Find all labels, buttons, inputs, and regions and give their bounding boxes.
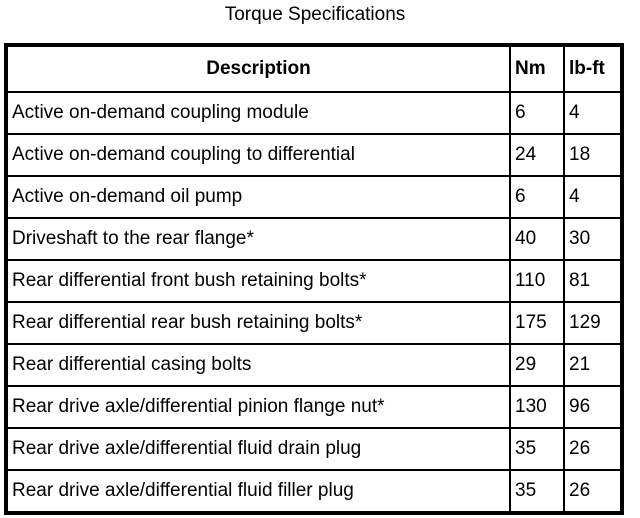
cell-description: Rear drive axle/differential fluid fille… — [5, 469, 511, 514]
cell-description: Active on-demand oil pump — [5, 175, 511, 219]
cell-description: Rear drive axle/differential fluid drain… — [5, 427, 511, 471]
cell-description: Rear differential casing bolts — [5, 343, 511, 387]
table-row: Rear differential front bush retaining b… — [5, 259, 623, 303]
table-row: Driveshaft to the rear flange* 40 30 — [5, 217, 623, 261]
cell-nm: 6 — [509, 91, 565, 135]
cell-nm: 29 — [509, 343, 565, 387]
cell-nm: 35 — [509, 427, 565, 471]
cell-description: Driveshaft to the rear flange* — [5, 217, 511, 261]
table-row: Active on-demand coupling to differentia… — [5, 133, 623, 177]
cell-lbft: 26 — [563, 469, 623, 514]
header-nm: Nm — [509, 44, 565, 93]
cell-nm: 24 — [509, 133, 565, 177]
table-title: Torque Specifications — [224, 4, 406, 25]
cell-description: Rear drive axle/differential pinion flan… — [5, 385, 511, 429]
cell-description: Active on-demand coupling module — [5, 91, 511, 135]
cell-lbft: 26 — [563, 427, 623, 471]
cell-lbft: 129 — [563, 301, 623, 345]
cell-lbft: 81 — [563, 259, 623, 303]
cell-lbft: 4 — [563, 175, 623, 219]
cell-nm: 35 — [509, 469, 565, 514]
table-row: Rear drive axle/differential pinion flan… — [5, 385, 623, 429]
torque-specifications-table: Description Nm lb-ft Active on-demand co… — [4, 43, 624, 515]
cell-description: Active on-demand coupling to differentia… — [5, 133, 511, 177]
header-row: Description Nm lb-ft — [5, 44, 623, 93]
cell-lbft: 30 — [563, 217, 623, 261]
cell-description: Rear differential rear bush retaining bo… — [5, 301, 511, 345]
cell-nm: 40 — [509, 217, 565, 261]
cell-lbft: 4 — [563, 91, 623, 135]
cell-nm: 175 — [509, 301, 565, 345]
table-row: Rear drive axle/differential fluid fille… — [5, 469, 623, 514]
header-description: Description — [5, 44, 511, 93]
cell-lbft: 18 — [563, 133, 623, 177]
table-row: Rear differential casing bolts 29 21 — [5, 343, 623, 387]
cell-nm: 110 — [509, 259, 565, 303]
table-row: Rear drive axle/differential fluid drain… — [5, 427, 623, 471]
cell-lbft: 96 — [563, 385, 623, 429]
cell-nm: 130 — [509, 385, 565, 429]
table-row: Active on-demand oil pump 6 4 — [5, 175, 623, 219]
table-row: Active on-demand coupling module 6 4 — [5, 91, 623, 135]
header-lbft: lb-ft — [563, 44, 623, 93]
cell-lbft: 21 — [563, 343, 623, 387]
table-row: Rear differential rear bush retaining bo… — [5, 301, 623, 345]
cell-description: Rear differential front bush retaining b… — [5, 259, 511, 303]
cell-nm: 6 — [509, 175, 565, 219]
